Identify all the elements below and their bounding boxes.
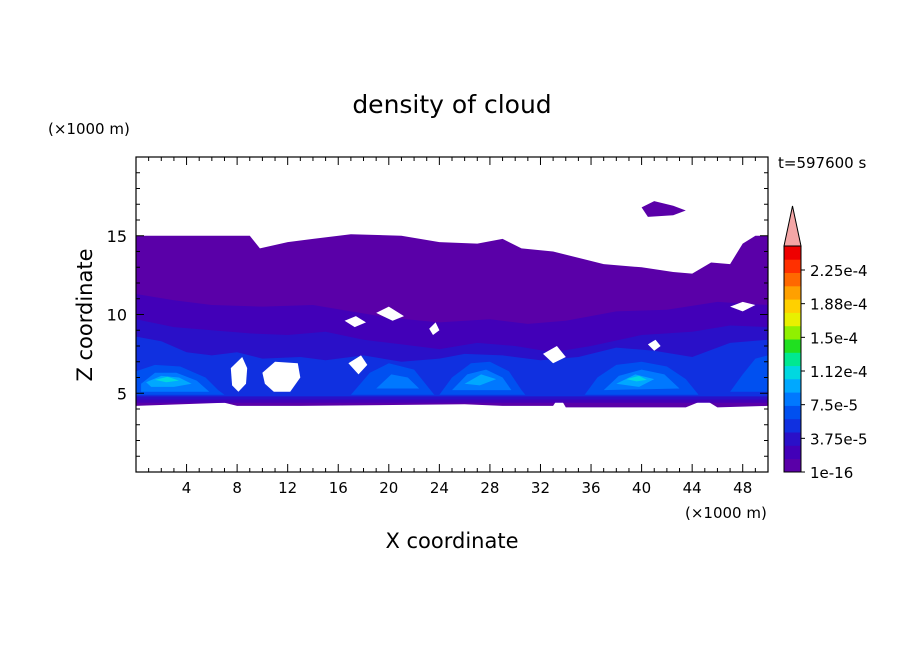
colorbar-label: 1e-16 bbox=[810, 464, 853, 482]
y-tick-label: 10 bbox=[107, 306, 127, 325]
x-tick-label: 36 bbox=[581, 479, 600, 497]
contour-region bbox=[730, 355, 768, 392]
x-tick-label: 12 bbox=[278, 479, 297, 497]
contour-gap bbox=[348, 355, 368, 375]
x-tick-label: 28 bbox=[480, 479, 499, 497]
x-tick-label: 20 bbox=[379, 479, 398, 497]
x-tick-label: 44 bbox=[683, 479, 702, 497]
x-tick-label: 24 bbox=[430, 479, 449, 497]
colorbar-swatch bbox=[784, 312, 801, 327]
chart-title: density of cloud bbox=[352, 90, 551, 119]
contour-region bbox=[376, 374, 420, 389]
contour-field bbox=[136, 201, 768, 408]
contour-gap bbox=[429, 322, 440, 335]
contour-gap bbox=[230, 357, 248, 392]
x-axis-ticks: 4 8 12 16 20 24 28 32 36 40 44 48 bbox=[148, 157, 756, 497]
contour-gap bbox=[262, 361, 301, 392]
colorbar-swatch bbox=[784, 418, 801, 433]
contour-region bbox=[464, 374, 497, 386]
colorbar-swatch bbox=[784, 246, 801, 260]
colorbar-label: 1.5e-4 bbox=[810, 329, 858, 347]
colorbar-swatch bbox=[784, 325, 801, 340]
contour-region bbox=[641, 201, 686, 217]
contour-gap bbox=[647, 339, 661, 351]
colorbar-label: 3.75e-5 bbox=[810, 430, 868, 448]
colorbar-swatch bbox=[784, 272, 801, 287]
y-axis-ticks: 5 10 15 bbox=[107, 172, 768, 457]
colorbar-swatch bbox=[784, 458, 801, 473]
time-label: t=597600 s bbox=[778, 154, 866, 172]
colorbar-label: 2.25e-4 bbox=[810, 262, 868, 280]
colorbar-swatch bbox=[784, 392, 801, 406]
y-tick-label: 15 bbox=[107, 227, 127, 246]
y-unit-label: (×1000 m) bbox=[48, 120, 130, 138]
colorbar-swatch bbox=[784, 352, 801, 367]
colorbar-label: 1.88e-4 bbox=[810, 296, 868, 314]
x-tick-label: 48 bbox=[733, 479, 752, 497]
colorbar-swatch bbox=[784, 339, 801, 353]
colorbar-frame bbox=[783, 245, 802, 473]
contour-gap bbox=[730, 301, 756, 312]
colorbar-label: 1.12e-4 bbox=[810, 363, 868, 381]
colorbar-swatch bbox=[784, 285, 801, 300]
x-tick-label: 32 bbox=[531, 479, 550, 497]
colorbar-swatch bbox=[784, 365, 801, 380]
x-unit-label: (×1000 m) bbox=[685, 504, 767, 522]
colorbar-swatch bbox=[784, 405, 801, 420]
colorbar-label: 7.5e-5 bbox=[810, 397, 858, 415]
x-tick-label: 8 bbox=[232, 479, 242, 497]
contour-region bbox=[155, 376, 179, 383]
colorbar-swatch bbox=[784, 378, 801, 393]
colorbar-swatch bbox=[784, 259, 801, 273]
colorbar-swatch bbox=[784, 432, 801, 446]
x-tick-label: 16 bbox=[329, 479, 348, 497]
x-tick-label: 4 bbox=[182, 479, 192, 497]
x-axis-title: X coordinate bbox=[385, 529, 518, 553]
contour-gap bbox=[376, 306, 404, 321]
colorbar-over-arrow bbox=[783, 205, 802, 247]
x-tick-label: 40 bbox=[632, 479, 651, 497]
colorbar-swatch bbox=[784, 445, 801, 460]
contour-gap bbox=[543, 346, 566, 364]
contour-region bbox=[626, 375, 647, 382]
contour-gap bbox=[344, 316, 366, 328]
y-tick-label: 5 bbox=[117, 384, 127, 403]
y-axis-title: Z coordinate bbox=[73, 248, 97, 381]
colorbar-swatch bbox=[784, 299, 801, 313]
colorbar-legend: 2.25e-4 1.88e-4 1.5e-4 1.12e-4 7.5e-5 3.75e-5… bbox=[783, 205, 868, 482]
plot-area bbox=[135, 156, 769, 473]
